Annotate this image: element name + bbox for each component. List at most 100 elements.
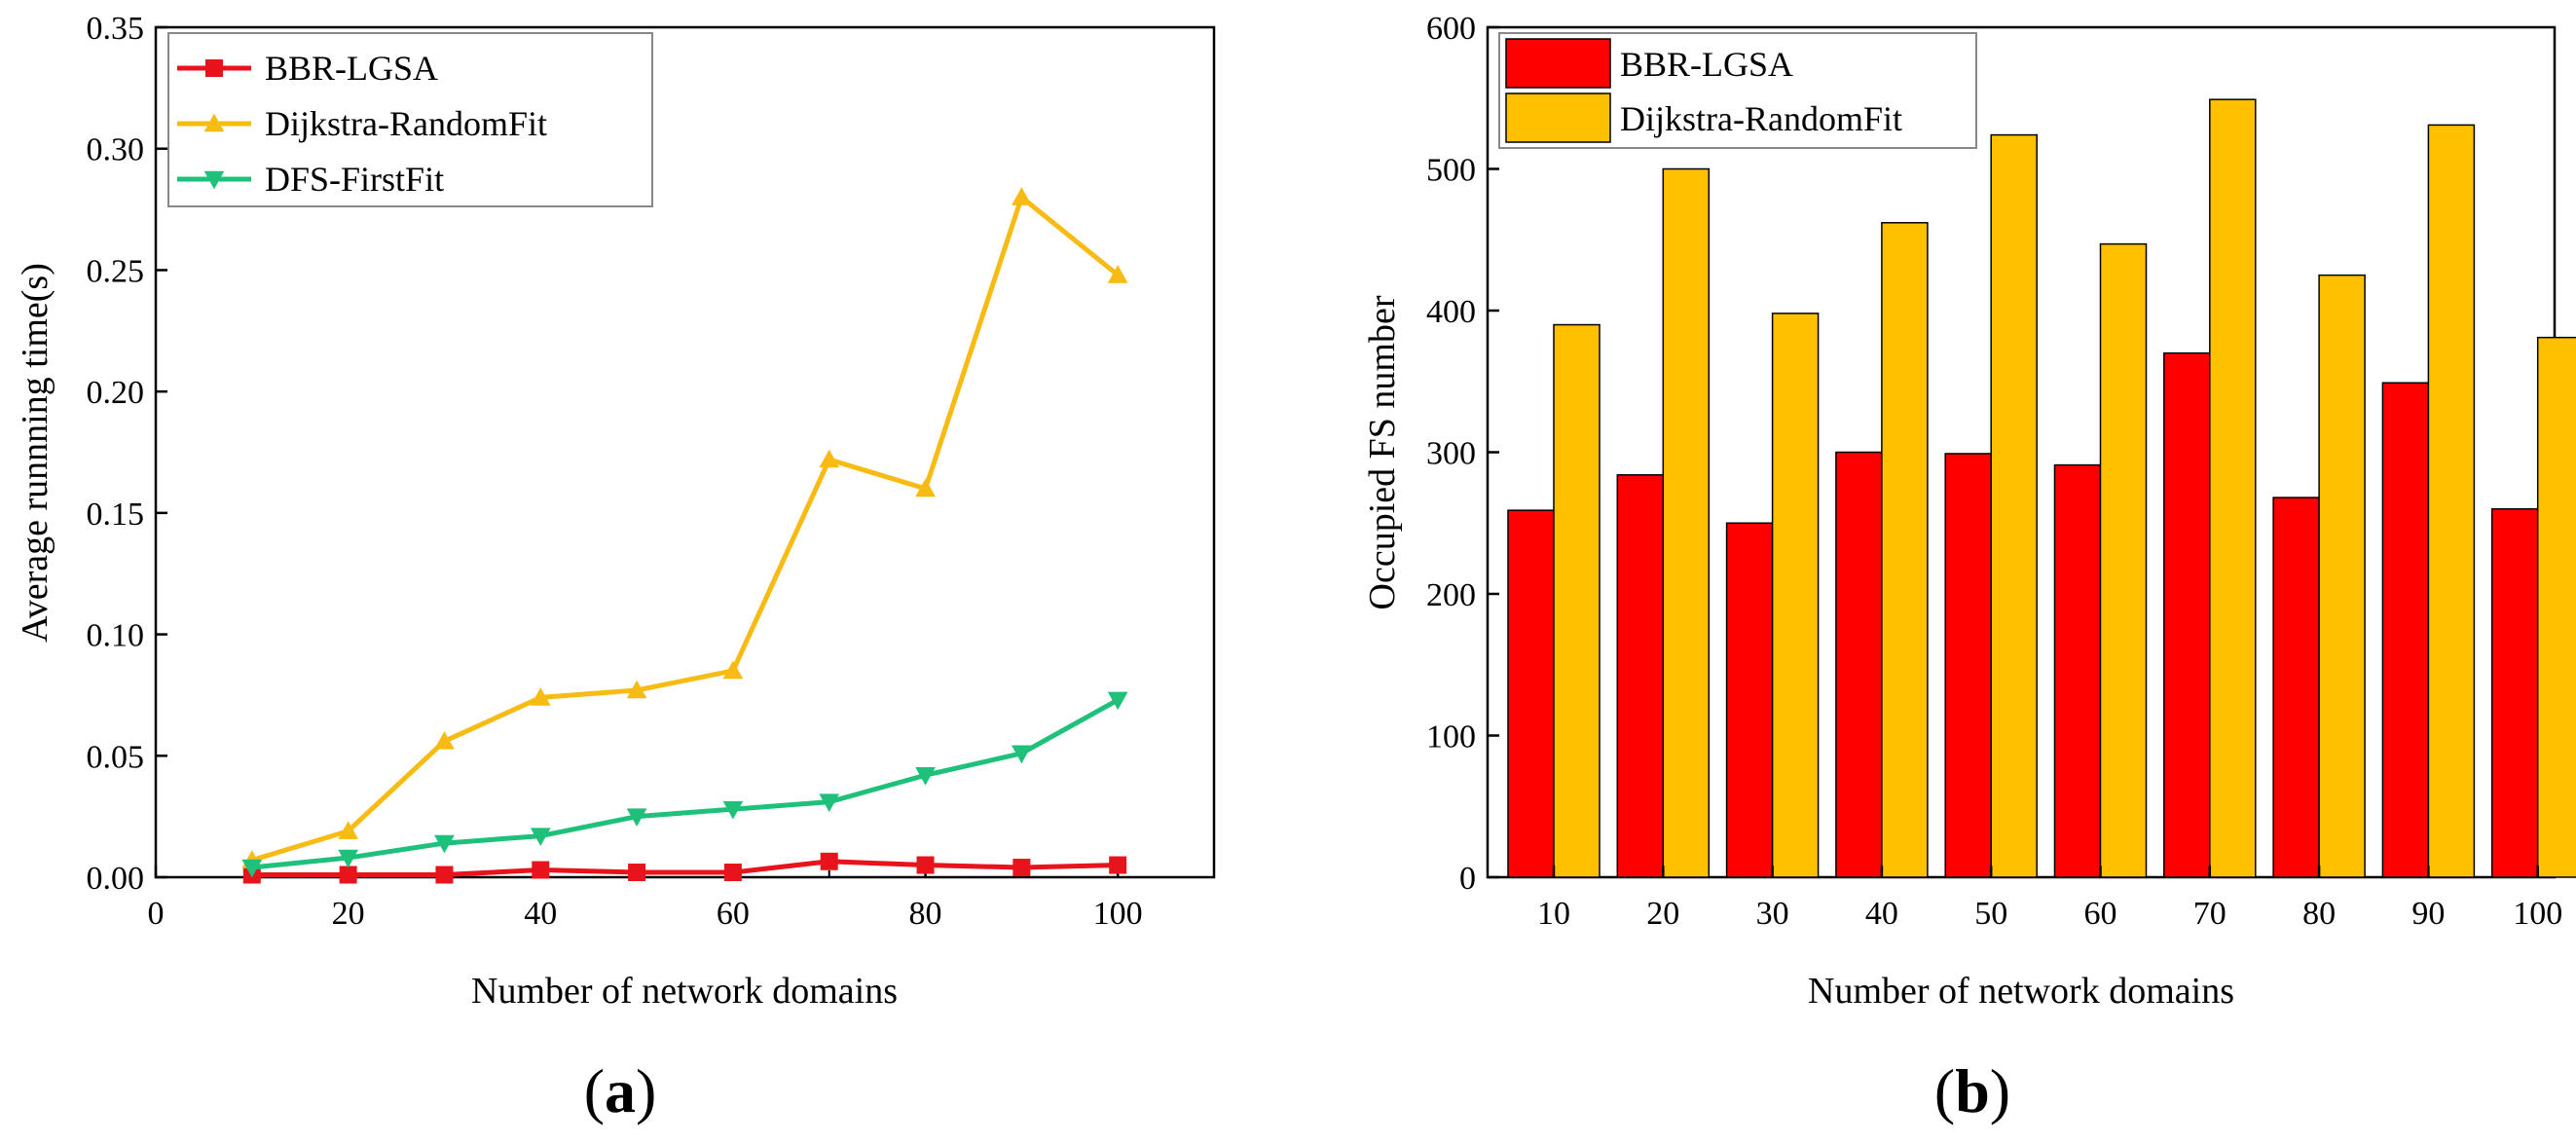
data-point [819, 793, 840, 813]
panel-b-y-axis-label: Occupied FS number [1362, 295, 1403, 609]
bar-dijkstra-randomfit-30 [1771, 313, 1820, 878]
series-line [251, 195, 1120, 863]
x-tick-label: 10 [1537, 896, 1570, 932]
y-tick-label: 300 [1426, 436, 1476, 472]
bar-bbr-lgsa-30 [1725, 522, 1774, 878]
data-point [1107, 691, 1128, 711]
data-point [338, 821, 358, 839]
legend-marker [203, 113, 225, 132]
data-point [626, 680, 647, 699]
bar-dijkstra-randomfit-70 [2209, 98, 2257, 878]
data-point [530, 828, 551, 846]
panel-b-y-axis-ticks: 0 100 200 300 400 500 600 [1426, 11, 1499, 897]
panel-a-caption: (a) [584, 1056, 657, 1125]
bar-bbr-lgsa-50 [1944, 453, 1992, 878]
series-dijkstra-randomfit [241, 187, 1128, 868]
series-line [251, 859, 1119, 878]
x-tick-label: 90 [2411, 896, 2445, 932]
legend-label: BBR-LGSA [1620, 45, 1793, 84]
y-tick-label: 0.10 [87, 618, 145, 654]
y-tick-label: 200 [1426, 577, 1476, 613]
y-tick-label: 0.25 [87, 253, 145, 289]
legend-label: Dijkstra-RandomFit [1620, 99, 1902, 138]
bar-dijkstra-randomfit-40 [1881, 222, 1929, 878]
bar-bbr-lgsa-40 [1835, 451, 1883, 878]
panel-a-series [241, 187, 1128, 884]
x-tick-label: 40 [1865, 896, 1898, 932]
bar-bbr-lgsa-60 [2053, 463, 2102, 878]
data-point [915, 766, 936, 786]
x-tick-label: 60 [2084, 896, 2117, 932]
data-point [628, 864, 646, 882]
data-point [723, 864, 742, 882]
x-tick-label: 20 [332, 896, 365, 932]
bar-dijkstra-randomfit-90 [2427, 124, 2476, 878]
x-tick-label: 100 [2513, 896, 2562, 932]
bar-bbr-lgsa-90 [2381, 382, 2430, 878]
y-tick-label: 0.20 [87, 375, 145, 411]
data-point [820, 852, 838, 870]
data-point [339, 866, 357, 884]
bar-bbr-lgsa-100 [2490, 507, 2539, 878]
series-line [251, 697, 1120, 870]
data-point [434, 730, 455, 750]
data-point [338, 849, 358, 868]
bar-dijkstra-randomfit-20 [1662, 167, 1711, 878]
y-tick-label: 400 [1426, 294, 1476, 330]
data-point [722, 800, 744, 820]
data-point [915, 478, 936, 498]
data-point [1012, 745, 1032, 764]
data-point [1012, 187, 1032, 205]
legend-swatch [1505, 38, 1611, 89]
data-point [722, 660, 744, 680]
panel-a-y-axis-label: Average runnning time(s) [15, 263, 55, 643]
y-tick-label: 0.00 [87, 861, 145, 897]
y-tick-label: 500 [1426, 153, 1476, 189]
legend-marker [205, 59, 223, 77]
y-tick-label: 0.30 [87, 132, 145, 168]
data-point [626, 808, 647, 827]
x-tick-label: 80 [909, 896, 942, 932]
y-tick-label: 100 [1426, 719, 1476, 756]
data-point [530, 687, 551, 706]
legend-label: DFS-FirstFit [265, 160, 444, 199]
bar-bbr-lgsa-70 [2163, 351, 2211, 878]
legend-label: BBR-LGSA [265, 49, 438, 88]
x-tick-label: 50 [1974, 896, 2007, 932]
bar-dijkstra-randomfit-10 [1553, 323, 1601, 878]
y-tick-label: 0.15 [87, 497, 145, 533]
panel-a-legend: BBR-LGSA Dijkstra-RandomFit DFS-FirstFit [167, 32, 653, 207]
y-tick-label: 0.35 [87, 11, 145, 47]
y-tick-label: 0 [1459, 861, 1476, 897]
y-tick-label: 600 [1426, 11, 1476, 47]
data-point [916, 856, 935, 874]
x-tick-label: 30 [1756, 896, 1789, 932]
data-point [1109, 856, 1127, 874]
data-point [434, 834, 455, 854]
legend-swatch [1505, 92, 1611, 143]
x-tick-label: 60 [717, 896, 750, 932]
bar-dijkstra-randomfit-100 [2536, 336, 2576, 878]
bar-dijkstra-randomfit-50 [1990, 133, 2038, 878]
panel-b-bars [1507, 98, 2576, 878]
x-tick-label: 70 [2193, 896, 2226, 932]
panel-a-y-axis-ticks: 0.00 0.05 0.10 0.15 0.20 0.25 0.30 0.35 [87, 11, 167, 897]
data-point [532, 861, 550, 879]
x-tick-label: 0 [148, 896, 165, 932]
data-point [1107, 265, 1128, 283]
data-point [241, 859, 263, 878]
x-tick-label: 40 [524, 896, 557, 932]
series-bbr-lgsa [242, 852, 1127, 884]
panel-b-caption: (b) [1934, 1056, 2010, 1125]
legend-label: Dijkstra-RandomFit [265, 104, 547, 143]
panel-a-plot-frame [154, 25, 1216, 879]
series-dfs-firstfit [241, 691, 1128, 878]
panel-b-x-axis-label: Number of network domains [1808, 971, 2234, 1012]
panel-a-x-axis-label: Number of network domains [471, 971, 898, 1012]
panel-a-caption-letter: a [605, 1056, 636, 1125]
y-tick-label: 0.05 [87, 739, 145, 775]
bar-bbr-lgsa-10 [1507, 509, 1555, 878]
panel-a-x-axis-ticks: 0 20 40 60 80 100 [148, 866, 1143, 932]
data-point [819, 449, 840, 468]
